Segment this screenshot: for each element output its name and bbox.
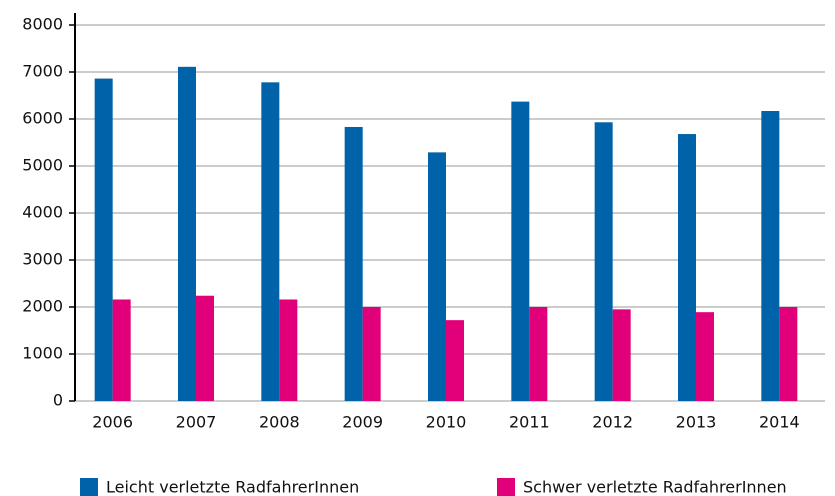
bar	[612, 309, 631, 401]
legend-swatch	[80, 478, 98, 496]
y-tick-label: 7000	[22, 62, 63, 81]
y-tick-label: 5000	[22, 156, 63, 175]
bar	[428, 152, 446, 401]
x-tick-label: 2011	[509, 413, 550, 432]
bar	[529, 307, 548, 401]
bar	[279, 299, 298, 401]
y-tick-label: 1000	[22, 344, 63, 363]
y-tick-label: 2000	[22, 297, 63, 316]
bar	[362, 307, 381, 401]
bar	[344, 126, 363, 402]
bar	[678, 134, 696, 402]
bar	[196, 295, 214, 401]
x-tick-label: 2013	[676, 413, 717, 432]
y-tick-label: 3000	[22, 250, 63, 269]
legend-label: Schwer verletzte RadfahrerInnen	[523, 478, 787, 496]
y-tick-label: 0	[53, 391, 63, 410]
bar	[696, 312, 714, 401]
x-tick-label: 2007	[176, 413, 217, 432]
bar	[511, 101, 530, 402]
legend-label: Leicht verletzte RadfahrerInnen	[106, 478, 359, 496]
y-tick-label: 6000	[22, 109, 63, 128]
x-tick-label: 2014	[759, 413, 800, 432]
bar	[178, 66, 196, 401]
x-tick-label: 2009	[342, 413, 383, 432]
bar	[261, 82, 280, 401]
bar	[94, 78, 113, 401]
bar	[446, 320, 464, 401]
x-tick-label: 2006	[92, 413, 133, 432]
x-tick-label: 2010	[426, 413, 467, 432]
bar	[594, 122, 613, 401]
legend-swatch	[497, 478, 515, 496]
bar	[779, 307, 798, 401]
bar	[112, 299, 131, 401]
bar	[761, 111, 780, 401]
x-tick-label: 2012	[592, 413, 633, 432]
y-tick-label: 4000	[22, 203, 63, 222]
y-tick-label: 8000	[22, 15, 63, 34]
x-tick-label: 2008	[259, 413, 300, 432]
